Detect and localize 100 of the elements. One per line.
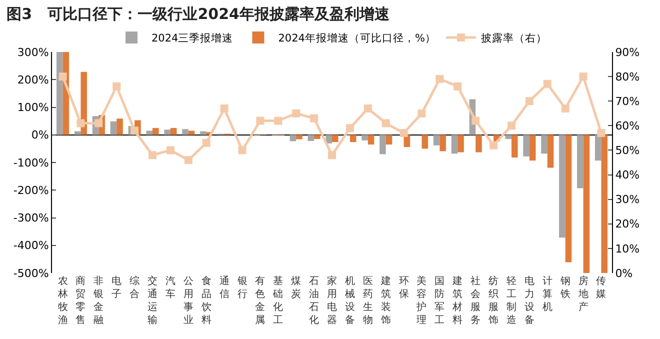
- y-tick-label: -400%: [13, 239, 49, 252]
- x-tick-label: 通信: [219, 275, 230, 300]
- bar: [458, 134, 464, 152]
- y-tick-label: -300%: [13, 212, 49, 225]
- y-tick-label: 300%: [17, 46, 49, 59]
- bar: [583, 134, 590, 273]
- x-tick-label: 食品饮料: [200, 275, 212, 326]
- bar: [290, 134, 296, 142]
- point: [346, 124, 354, 132]
- bar: [577, 134, 584, 188]
- point: [238, 146, 246, 154]
- chart-title: 图3 可比口径下：一级行业2024年报披露率及盈利增速: [6, 4, 390, 23]
- x-tick-label: 传媒: [596, 276, 606, 300]
- y2-tick-label: 80%: [615, 70, 640, 84]
- point: [256, 116, 264, 125]
- y2-tick-label: 0%: [615, 266, 633, 280]
- x-tick-label: 国防军工: [434, 276, 445, 326]
- point: [202, 138, 210, 147]
- point: [112, 82, 121, 90]
- bar: [451, 134, 458, 154]
- x-tick-label: 银行: [236, 276, 248, 300]
- y2-tick-label: 30%: [615, 193, 640, 206]
- bar: [152, 128, 159, 135]
- point: [58, 72, 67, 81]
- x-tick-label: 家用电器: [327, 275, 337, 326]
- x-tick-label: 社会服务: [470, 275, 481, 326]
- bar: [326, 134, 332, 144]
- bar: [182, 129, 188, 135]
- bar: [386, 134, 392, 145]
- y-tick-label: 0%: [31, 128, 49, 142]
- x-tick-label: 轻工制造: [506, 275, 516, 326]
- x-tick-label: 计算机: [542, 275, 552, 313]
- bar: [188, 130, 195, 135]
- bar: [559, 134, 566, 238]
- point: [274, 116, 282, 125]
- y2-tick-label: 40%: [615, 168, 640, 182]
- bar: [56, 52, 63, 135]
- bar: [308, 134, 314, 141]
- point: [597, 129, 606, 138]
- bar: [523, 134, 530, 156]
- bar: [350, 134, 356, 142]
- x-tick-label: 农林牧渔: [56, 276, 68, 326]
- x-tick-label: 钢铁: [559, 276, 570, 300]
- bar: [200, 131, 206, 135]
- x-tick-label: 美容护理: [416, 275, 427, 326]
- point: [382, 119, 390, 128]
- point: [561, 104, 570, 112]
- point: [148, 151, 157, 160]
- y2-tick-label: 10%: [615, 242, 640, 256]
- point: [364, 104, 372, 112]
- bar: [314, 134, 320, 140]
- bar: [332, 134, 338, 142]
- bar: [164, 130, 170, 135]
- point: [328, 151, 336, 160]
- bar: [433, 134, 440, 146]
- x-tick-label: 交通运输: [148, 275, 158, 326]
- x-tick-label: 建筑装饰: [380, 275, 391, 326]
- x-tick-label: 电力设备: [524, 275, 534, 326]
- x-tick-label: 商贸零售: [76, 275, 86, 326]
- y2-tick-label: 20%: [615, 218, 640, 231]
- point: [579, 72, 588, 81]
- bar: [380, 134, 386, 154]
- bar: [74, 131, 81, 135]
- bar: [422, 134, 428, 149]
- bar: [547, 134, 554, 168]
- point: [418, 109, 426, 118]
- x-tick-label: 建筑材料: [452, 275, 463, 326]
- point: [130, 126, 139, 135]
- x-tick-label: 汽车: [165, 275, 176, 300]
- point: [310, 114, 318, 122]
- bar: [565, 134, 572, 262]
- bar: [296, 134, 302, 140]
- x-tick-label: 医药生物: [362, 276, 373, 326]
- x-tick-label: 综合: [130, 275, 140, 300]
- point: [543, 80, 552, 88]
- bar: [505, 134, 512, 140]
- point: [220, 104, 228, 112]
- x-tick-label: 煤炭: [291, 275, 302, 300]
- y-tick-label: 200%: [17, 73, 49, 86]
- point: [525, 97, 534, 106]
- point: [454, 82, 462, 90]
- bar: [170, 128, 177, 135]
- bar: [80, 72, 87, 135]
- bar: [362, 134, 368, 140]
- y-tick-label: -200%: [13, 184, 49, 197]
- bar: [476, 134, 482, 152]
- legend-label: 2024三季报增速: [152, 32, 234, 45]
- x-tick-label: 有色金属: [255, 275, 266, 326]
- x-tick-label: 机械设备: [344, 275, 355, 326]
- point: [76, 119, 85, 128]
- point: [490, 141, 498, 150]
- y-tick-label: -100%: [13, 156, 49, 170]
- y-tick-label: -500%: [13, 266, 49, 280]
- point: [472, 116, 480, 125]
- x-tick-label: 基础化工: [272, 275, 284, 326]
- bar: [116, 118, 123, 135]
- y2-tick-label: 50%: [615, 144, 640, 158]
- bar: [440, 134, 446, 152]
- point: [166, 146, 174, 154]
- point: [184, 156, 192, 164]
